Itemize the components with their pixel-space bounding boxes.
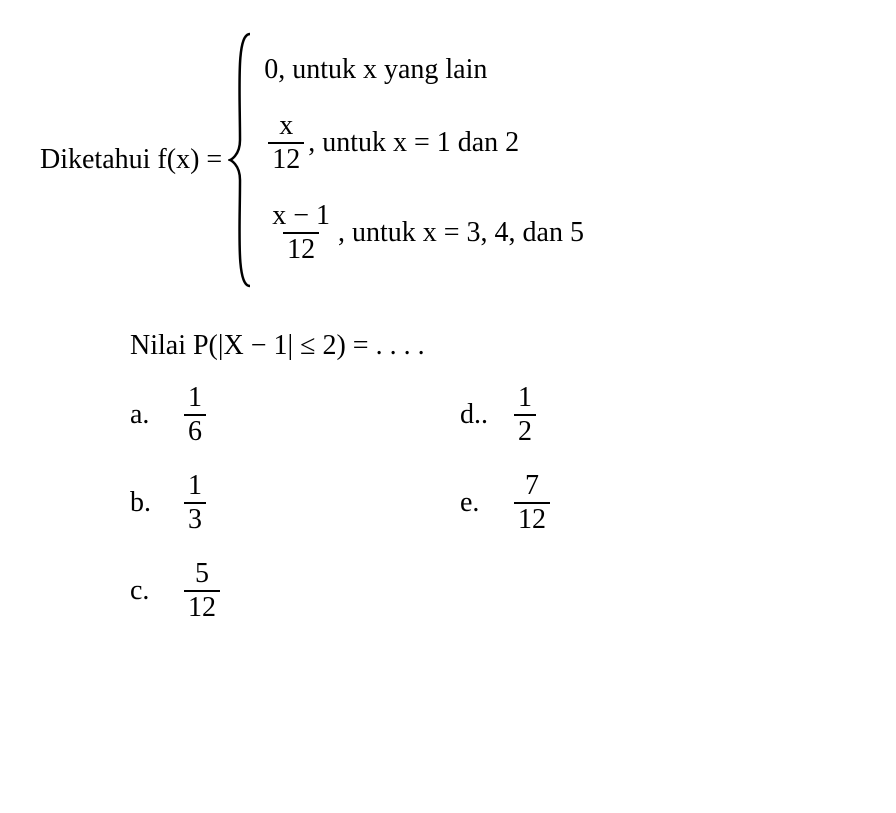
fraction-numerator: 1 (184, 470, 206, 502)
case-row: 0 , untuk x yang lain (264, 54, 584, 86)
option-fraction: 1 6 (184, 382, 206, 448)
case-fraction: x − 1 12 (268, 200, 334, 266)
fraction-denominator: 12 (268, 142, 304, 176)
option-c: c. 5 12 (130, 558, 460, 624)
case-fraction: x 12 (268, 110, 304, 176)
fraction-numerator: 1 (514, 382, 536, 414)
fraction-denominator: 12 (514, 502, 550, 536)
option-fraction: 5 12 (184, 558, 220, 624)
option-label: a. (130, 399, 180, 431)
left-brace (228, 30, 258, 290)
piecewise-cases: 0 , untuk x yang lain x 12 , untuk x = 1… (264, 54, 584, 266)
case-condition: , untuk x yang lain (278, 54, 487, 86)
fraction-denominator: 12 (184, 590, 220, 624)
option-label: c. (130, 575, 180, 607)
case-condition: , untuk x = 3, 4, dan 5 (338, 217, 584, 249)
function-definition: Diketahui f(x) = 0 , untuk x yang lain x… (40, 30, 856, 290)
fraction-denominator: 2 (514, 414, 536, 448)
option-b: b. 1 3 (130, 470, 460, 536)
lhs-text: Diketahui f(x) = (40, 144, 222, 176)
fraction-denominator: 12 (283, 232, 319, 266)
fraction-numerator: 5 (191, 558, 213, 590)
option-fraction: 1 2 (514, 382, 536, 448)
option-e: e. 7 12 (460, 470, 790, 536)
case-value: 0 (264, 54, 278, 86)
case-row: x 12 , untuk x = 1 dan 2 (264, 110, 584, 176)
option-row: c. 5 12 (130, 558, 856, 624)
fraction-numerator: x (275, 110, 297, 142)
case-condition: , untuk x = 1 dan 2 (308, 127, 519, 159)
case-row: x − 1 12 , untuk x = 3, 4, dan 5 (264, 200, 584, 266)
option-row: b. 1 3 e. 7 12 (130, 470, 856, 536)
fraction-numerator: 1 (184, 382, 206, 414)
option-fraction: 7 12 (514, 470, 550, 536)
answer-options: a. 1 6 d.. 1 2 b. 1 3 e. 7 12 (130, 382, 856, 624)
option-label: d.. (460, 399, 510, 431)
option-a: a. 1 6 (130, 382, 460, 448)
option-label: e. (460, 487, 510, 519)
option-d: d.. 1 2 (460, 382, 790, 448)
option-fraction: 1 3 (184, 470, 206, 536)
option-label: b. (130, 487, 180, 519)
question-text: Nilai P(|X − 1| ≤ 2) = . . . . (130, 330, 856, 362)
fraction-denominator: 3 (184, 502, 206, 536)
brace-icon (228, 30, 258, 290)
fraction-denominator: 6 (184, 414, 206, 448)
option-row: a. 1 6 d.. 1 2 (130, 382, 856, 448)
fraction-numerator: x − 1 (268, 200, 334, 232)
fraction-numerator: 7 (521, 470, 543, 502)
